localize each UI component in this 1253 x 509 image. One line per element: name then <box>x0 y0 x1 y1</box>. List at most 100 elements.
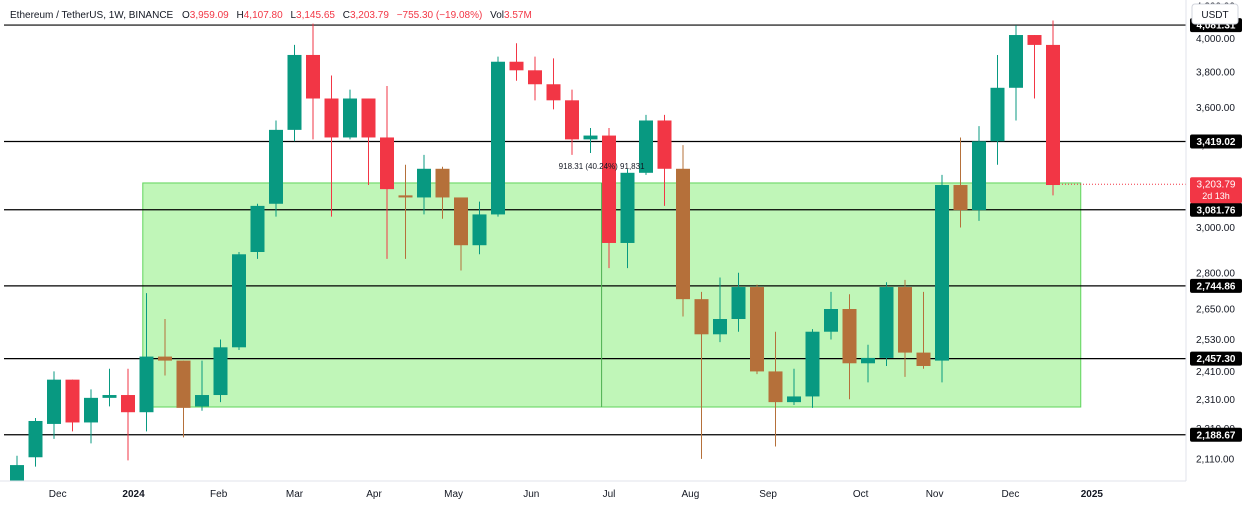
candle-body <box>1027 35 1042 45</box>
level-tag <box>1190 202 1242 217</box>
candle-body <box>898 287 912 353</box>
current-price-label: 3,203.79 <box>1197 180 1236 191</box>
level-tag <box>1190 427 1242 442</box>
candle-body <box>602 135 616 243</box>
candle-body <box>102 395 117 398</box>
candle-body <box>250 205 265 253</box>
candle-body <box>47 379 61 424</box>
candle-body <box>306 54 320 99</box>
candle-body <box>916 352 931 366</box>
currency-button-frame <box>1191 3 1239 25</box>
x-tick-label: Nov <box>926 489 944 500</box>
x-tick-label: Dec <box>1002 489 1020 500</box>
candle-body <box>139 356 154 413</box>
candle-body <box>1009 35 1023 88</box>
candle-body <box>565 100 579 140</box>
x-tick-label: Oct <box>853 489 869 500</box>
candle-body <box>324 98 339 138</box>
x-tick-label: Dec <box>49 489 67 500</box>
candle-body <box>842 309 857 364</box>
y-tick-label: 2,410.00 <box>1196 367 1235 378</box>
candle-body <box>805 331 820 397</box>
low-value: 3,145.65 <box>296 10 335 21</box>
candle-body <box>343 98 357 138</box>
candle-body <box>28 420 43 458</box>
open-label: O <box>182 10 190 21</box>
candle-body <box>861 357 875 364</box>
level-tag <box>1190 134 1242 149</box>
candle-body <box>787 396 801 403</box>
high-label: H <box>237 10 244 21</box>
candle-body <box>953 185 968 211</box>
candle-body <box>990 87 1005 142</box>
symbol-label: Ethereum / TetherUS, 1W, BINANCE <box>10 10 174 21</box>
change-value: −755.30 (−19.08%) <box>397 10 483 21</box>
candle-body <box>121 395 135 413</box>
y-tick-label: 2,800.00 <box>1196 268 1235 279</box>
candle-body <box>528 70 542 85</box>
candle-body <box>972 141 986 211</box>
x-tick-label: Jun <box>523 489 539 500</box>
low-label: L <box>290 10 296 21</box>
candle-body <box>657 120 672 169</box>
candle-body <box>287 54 302 130</box>
y-tick-label: 3,800.00 <box>1196 68 1235 79</box>
currency-label: USDT <box>1201 10 1228 21</box>
level-tag-label: 2,188.67 <box>1197 430 1236 441</box>
x-tick-label: Jul <box>603 489 616 500</box>
candle-body <box>676 168 690 300</box>
close-value: 3,203.79 <box>350 10 389 21</box>
candle-body <box>232 254 246 348</box>
candle-body <box>195 395 209 407</box>
candle-body <box>620 172 635 243</box>
candle-body <box>731 287 746 320</box>
y-tick-label: 2,530.00 <box>1196 335 1235 346</box>
x-tick-label: 2025 <box>1081 489 1104 500</box>
candle-body <box>84 397 98 423</box>
volume-value: 3.57M <box>504 10 532 21</box>
y-tick-label: 4,000.00 <box>1196 34 1235 45</box>
candle-body <box>417 168 431 198</box>
candle-body <box>380 137 394 190</box>
x-tick-label: Feb <box>210 489 228 500</box>
y-tick-label: 2,110.00 <box>1196 454 1235 465</box>
level-tag-label: 2,744.86 <box>1197 281 1236 292</box>
candle-body <box>269 129 283 204</box>
candle-body <box>454 197 468 246</box>
x-tick-label: Apr <box>366 489 382 500</box>
y-tick-label: 3,000.00 <box>1196 223 1235 234</box>
open-value: 3,959.09 <box>190 10 229 21</box>
candle-body <box>694 299 709 335</box>
close-label: C <box>343 10 350 21</box>
x-tick-label: Aug <box>682 489 700 500</box>
candle-body <box>491 61 505 215</box>
candle-body <box>10 465 24 481</box>
candle-body <box>935 185 949 361</box>
candle-body <box>750 287 764 372</box>
candle-body <box>65 379 80 423</box>
candle-body <box>176 360 191 408</box>
level-tag-label: 3,081.76 <box>1197 205 1236 216</box>
candle-body <box>768 371 783 403</box>
candle-body <box>1046 44 1060 186</box>
level-tag-label: 3,419.02 <box>1197 137 1236 148</box>
y-tick-label: 2,650.00 <box>1196 305 1235 316</box>
candle-body <box>824 309 838 332</box>
candle-body <box>213 347 228 396</box>
x-tick-label: May <box>444 489 463 500</box>
chart-legend: Ethereum / TetherUS, 1W, BINANCE O3,959.… <box>10 10 532 21</box>
candle-body <box>879 287 894 358</box>
candle-body <box>546 84 561 101</box>
currency-button[interactable]: USDT <box>1191 3 1239 25</box>
level-tag-label: 2,457.30 <box>1197 354 1236 365</box>
level-tag <box>1190 278 1242 293</box>
x-tick-label: Mar <box>286 489 304 500</box>
x-tick-label: 2024 <box>122 489 145 500</box>
measure-label: 918.31 (40.24%) 91,831 <box>559 162 645 171</box>
candle-body <box>583 135 598 140</box>
y-tick-label: 3,600.00 <box>1196 103 1235 114</box>
candle-body <box>158 356 172 361</box>
x-tick-label: Sep <box>759 489 777 500</box>
